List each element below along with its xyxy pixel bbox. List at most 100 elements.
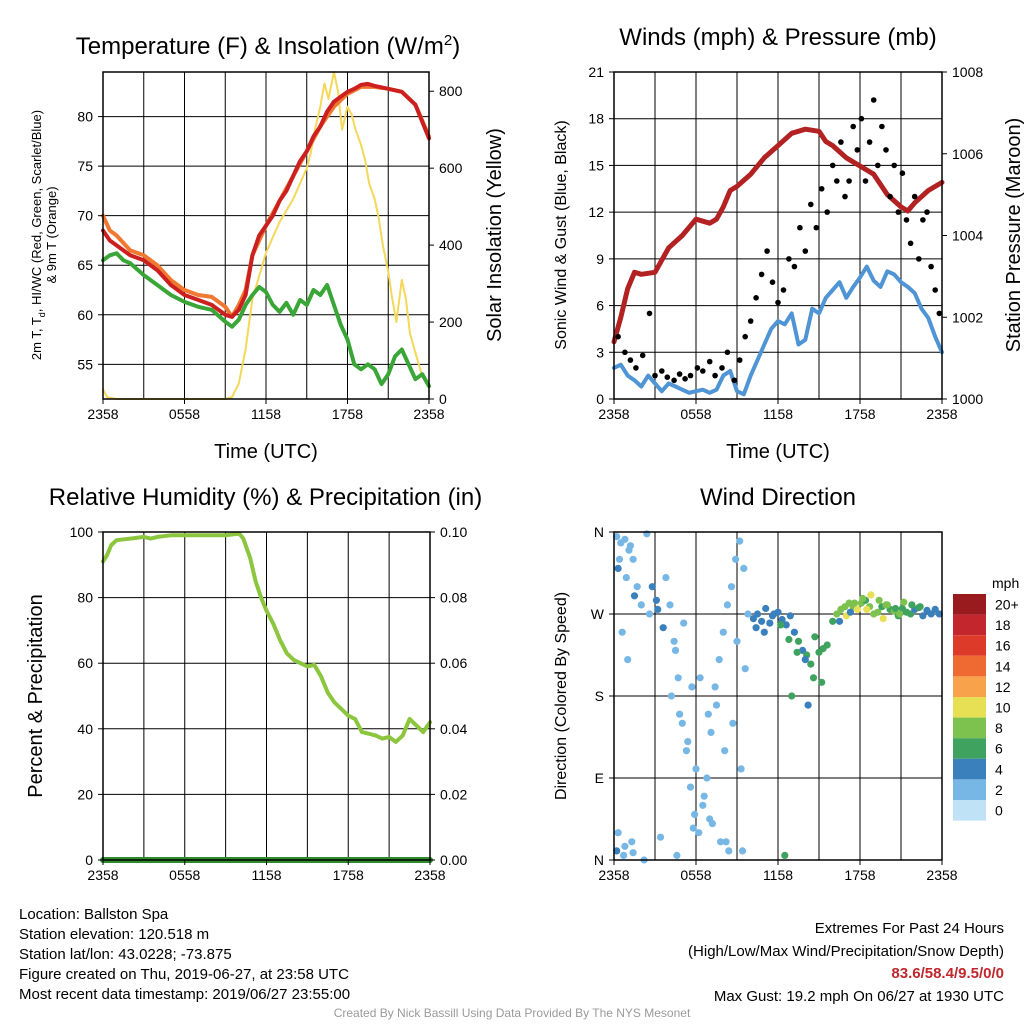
y-tick-label: 75: [77, 158, 93, 174]
gust-point: [928, 263, 934, 270]
gust-point: [920, 217, 926, 223]
gust-point: [646, 310, 653, 317]
wind-direction-point: [768, 612, 777, 620]
wind-direction-point: [628, 838, 636, 846]
x-tick-label: 1758: [333, 867, 364, 883]
colorbar-swatch: [953, 758, 986, 780]
gust-point: [907, 240, 914, 247]
wind-direction-point: [900, 598, 908, 606]
gust-point: [936, 310, 943, 317]
gust-point: [659, 368, 665, 374]
wind-direction-point: [700, 792, 708, 800]
y-tick-label: 12: [588, 204, 604, 220]
colorbar-label: 20+: [995, 597, 1019, 613]
series-line-station-pressure: [611, 126, 945, 345]
wind-direction-point: [620, 851, 628, 860]
wind-direction-point: [760, 628, 768, 636]
y-tick-label: 0: [85, 852, 93, 868]
y2-tick-label: 1000: [952, 391, 983, 407]
wind-direction-point: [781, 851, 789, 860]
wind-direction-point: [846, 608, 855, 616]
y2-tick-label: 0.04: [440, 721, 467, 737]
gust-point: [808, 201, 814, 208]
y2-tick-label: 0.02: [440, 786, 467, 802]
x-tick-label: 2358: [926, 406, 957, 422]
colorbar-unit: mph: [992, 575, 1019, 591]
colorbar-swatch: [953, 635, 986, 656]
x-tick-label: 0558: [169, 867, 200, 883]
wind-direction-point: [637, 601, 645, 609]
y2-axis-label: Solar Insolation (Yellow): [484, 128, 506, 342]
wind-direction-point: [723, 601, 732, 609]
wind-direction-point: [829, 617, 837, 625]
wind-direction-point: [654, 605, 662, 614]
wind-direction-point: [629, 555, 637, 563]
wind-direction-point: [615, 555, 624, 563]
wind-direction-point: [706, 815, 714, 823]
wind-direction-point: [891, 604, 900, 613]
colorbar-label: 4: [995, 761, 1003, 777]
wind-direction-point: [629, 849, 637, 857]
y2-tick-label: 0: [439, 391, 447, 407]
y-tick-label: 0: [596, 391, 604, 407]
wind-direction-point: [935, 610, 943, 618]
gust-point: [838, 139, 844, 145]
wind-direction-point: [729, 719, 737, 727]
y-tick-label: 55: [77, 356, 93, 372]
y2-tick-label: 1004: [952, 228, 983, 244]
gust-point: [639, 352, 646, 359]
gust-point: [870, 97, 877, 103]
y-tick-label: 20: [77, 786, 93, 802]
y2-tick-label: 1002: [952, 309, 983, 325]
wind-direction-point: [691, 810, 699, 819]
extremes-title: Extremes For Past 24 Hours: [814, 920, 1004, 937]
gust-point: [664, 374, 671, 381]
gust-point: [858, 115, 865, 122]
wind-direction-point: [793, 648, 801, 656]
y-axis-label: Percent & Precipitation: [25, 594, 47, 797]
gust-point: [875, 162, 881, 169]
gust-point: [700, 368, 706, 374]
y-tick-label: S: [595, 688, 604, 704]
chart-panel-1: 2358 0558 1158 1758 235855606570758002004006…: [29, 32, 506, 463]
chart-title: Temperature (F) & Insolation (W/m2): [76, 32, 460, 60]
wind-direction-point: [931, 605, 939, 614]
chart-title: Relative Humidity (%) & Precipitation (i…: [49, 484, 482, 511]
wind-direction-point: [927, 610, 935, 618]
wind-direction-point: [732, 555, 740, 563]
wind-direction-point: [648, 583, 656, 591]
station-elevation: Station elevation: 120.518 m: [19, 926, 210, 943]
y-tick-label: 15: [588, 157, 604, 173]
wind-direction-point: [867, 591, 875, 599]
chart-title: Wind Direction: [700, 484, 856, 511]
wind-direction-point: [666, 601, 674, 609]
wind-direction-point: [749, 615, 758, 623]
gust-point: [622, 349, 628, 356]
wind-direction-point: [785, 635, 793, 644]
wind-direction-point: [782, 621, 790, 629]
wind-direction-point: [850, 599, 859, 607]
colorbar: mph 20+ 18 16 14 12 10 8 6 4 2 0: [953, 575, 1019, 821]
y-tick-label: W: [591, 606, 605, 622]
colorbar-swatch: [953, 738, 986, 759]
wind-direction-point: [671, 646, 680, 655]
x-tick-label: 2358: [87, 867, 118, 883]
gust-point: [899, 170, 906, 176]
wind-direction-point: [630, 592, 639, 600]
wind-direction-point: [621, 842, 629, 850]
wind-direction-point: [737, 765, 745, 773]
x-tick-label: 1158: [251, 406, 281, 422]
y-tick-label: 6: [596, 298, 604, 314]
wind-direction-point: [682, 747, 691, 755]
gust-point: [633, 365, 639, 371]
gust-point: [627, 357, 634, 363]
wind-direction-point: [741, 665, 749, 673]
wind-direction-point: [919, 612, 927, 620]
colorbar-swatch: [953, 779, 986, 800]
colorbar-swatch: [953, 800, 986, 821]
y-tick-label: N: [594, 852, 604, 868]
wind-direction-point: [879, 615, 887, 623]
x-tick-label: 1158: [763, 867, 793, 883]
y-tick-label: 80: [77, 590, 93, 606]
station-location: Location: Ballston Spa: [19, 906, 169, 923]
